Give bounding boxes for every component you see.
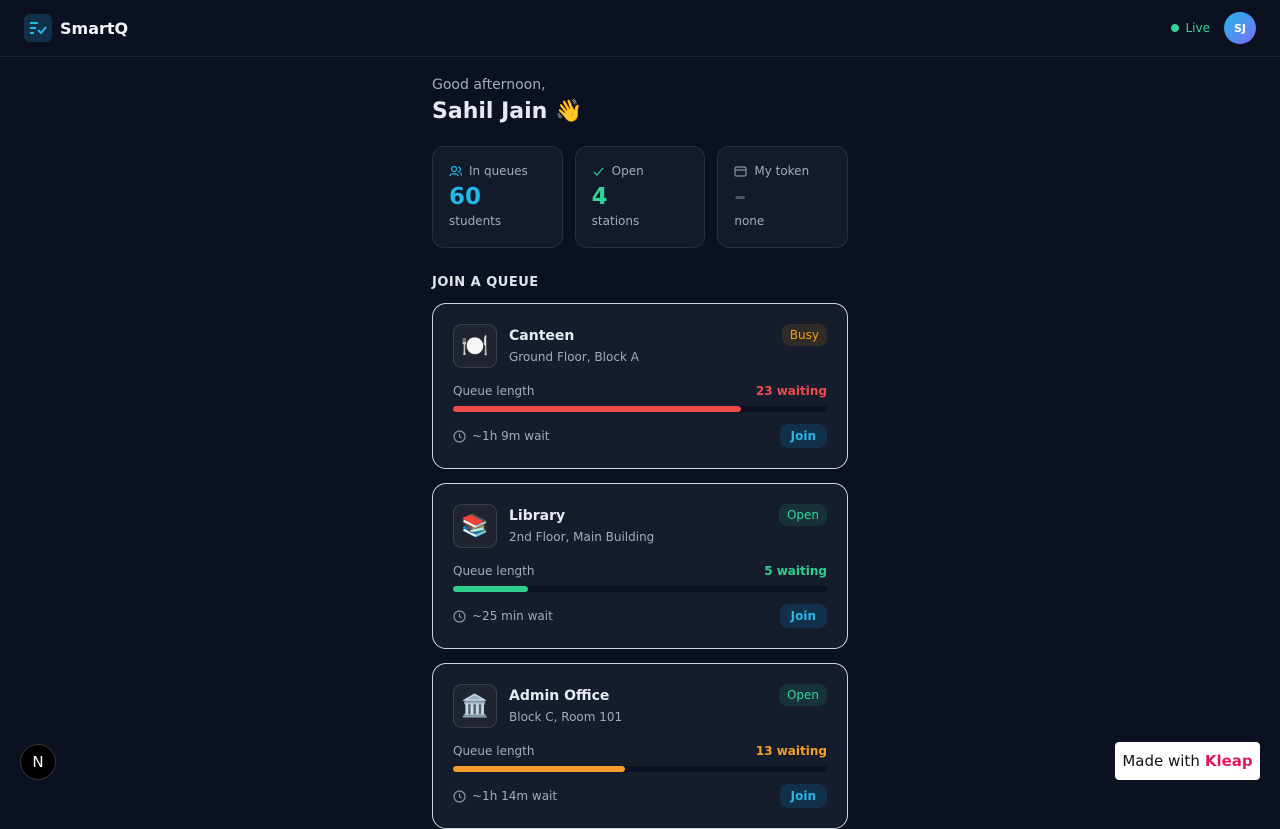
live-label: Live: [1185, 21, 1210, 35]
made-with-text: Made with: [1122, 752, 1200, 770]
join-button[interactable]: Join: [779, 424, 827, 448]
queue-foot: ~1h 9m wait Join: [453, 424, 827, 448]
live-status: Live: [1171, 21, 1210, 35]
queue-location: Ground Floor, Block A: [509, 350, 639, 364]
avatar[interactable]: SJ: [1224, 12, 1256, 44]
stat-label-row: My token: [734, 164, 831, 178]
queue-head: 🏛️ Admin Office Block C, Room 101 Open: [453, 684, 827, 728]
queue-foot: ~1h 14m wait Join: [453, 784, 827, 808]
queue-fill: [453, 586, 528, 592]
greeting: Good afternoon,: [432, 77, 546, 93]
status-badge: Busy: [781, 324, 827, 346]
queue-track: [453, 766, 827, 772]
queue-name: Admin Office: [509, 688, 610, 704]
stat-value: –: [734, 184, 746, 210]
stats: In queues 60 students Open 4 stations My token…: [432, 146, 849, 248]
wait-time-row: ~25 min wait: [453, 609, 553, 623]
made-with-badge[interactable]: Made with Kleap: [1115, 742, 1260, 780]
queue-card[interactable]: 📚 Library 2nd Floor, Main Building Open Queu…: [432, 483, 848, 649]
stat-label: My token: [754, 164, 810, 178]
queue-fill: [453, 766, 626, 772]
stat-value: 60: [449, 184, 482, 210]
queue-text: Canteen Ground Floor, Block A: [509, 324, 782, 364]
queue-location: 2nd Floor, Main Building: [509, 530, 655, 544]
stat-unit: students: [449, 214, 502, 228]
wait-time: ~1h 14m wait: [472, 789, 558, 803]
brand[interactable]: SmartQ: [60, 18, 129, 38]
queue-row: Queue length 5 waiting: [453, 564, 827, 578]
waiting-count: 23 waiting: [755, 384, 827, 398]
queue-label: Queue length: [453, 744, 535, 758]
stat-value: 4: [591, 184, 608, 210]
stat-icon: [734, 165, 747, 177]
queue-card[interactable]: 🍽️ Canteen Ground Floor, Block A Busy Queue …: [432, 303, 848, 469]
content: Good afternoon, Sahil Jain 👋 In queues 60…: [432, 77, 849, 829]
queue-list: 🍽️ Canteen Ground Floor, Block A Busy Queue …: [432, 303, 848, 829]
stat-label-row: Open: [592, 164, 689, 178]
join-button[interactable]: Join: [779, 784, 827, 808]
queue-head: 📚 Library 2nd Floor, Main Building Open: [453, 504, 827, 548]
clock-icon: [453, 789, 466, 803]
clock-icon: [453, 429, 466, 443]
made-with-brand: Kleap: [1204, 752, 1253, 770]
stat-unit: none: [734, 214, 765, 228]
queue-icon: 🏛️: [453, 684, 497, 728]
wait-time: ~25 min wait: [472, 609, 553, 623]
queue-icon: 🍽️: [453, 324, 497, 368]
section-title: JOIN A QUEUE: [432, 275, 539, 290]
queue-label: Queue length: [453, 384, 535, 398]
queue-text: Admin Office Block C, Room 101: [509, 684, 779, 724]
queue-card[interactable]: 🏛️ Admin Office Block C, Room 101 Open Queue…: [432, 663, 848, 829]
status-badge: Open: [778, 684, 827, 706]
clock-icon: [453, 609, 466, 623]
live-dot: [1171, 24, 1180, 32]
queue-head: 🍽️ Canteen Ground Floor, Block A Busy: [453, 324, 827, 368]
stat-unit: stations: [591, 214, 640, 228]
queue-foot: ~25 min wait Join: [453, 604, 827, 628]
status-badge: Open: [778, 504, 827, 526]
queue-location: Block C, Room 101: [509, 710, 623, 724]
stat-card: Open 4 stations: [574, 146, 706, 248]
wait-time-row: ~1h 9m wait: [453, 429, 549, 443]
queue-fill: [453, 406, 741, 412]
waiting-count: 5 waiting: [764, 564, 827, 578]
queue-row: Queue length 23 waiting: [453, 384, 827, 398]
stat-icon: [449, 165, 462, 176]
header: SmartQ Live SJ: [0, 0, 1280, 57]
dev-badge[interactable]: N: [20, 744, 56, 780]
logo[interactable]: [24, 14, 52, 42]
user-name: Sahil Jain 👋: [432, 99, 583, 124]
stat-label: Open: [611, 164, 644, 178]
queue-name: Canteen: [509, 328, 575, 344]
queue-name: Library: [509, 508, 566, 524]
stat-label: In queues: [469, 164, 528, 178]
queue-icon: 📚: [453, 504, 497, 548]
stat-label-row: In queues: [449, 164, 546, 178]
join-button[interactable]: Join: [779, 604, 827, 628]
queue-row: Queue length 13 waiting: [453, 744, 827, 758]
queue-label: Queue length: [453, 564, 535, 578]
queue-track: [453, 406, 827, 412]
stat-card: My token – none: [717, 146, 849, 248]
stat-icon: [593, 167, 604, 176]
queue-text: Library 2nd Floor, Main Building: [509, 504, 779, 544]
logo-icon: [30, 22, 47, 35]
waiting-count: 13 waiting: [755, 744, 827, 758]
stat-card: In queues 60 students: [432, 146, 563, 248]
wait-time: ~1h 9m wait: [472, 429, 550, 443]
wait-time-row: ~1h 14m wait: [453, 789, 557, 803]
queue-track: [453, 586, 827, 592]
